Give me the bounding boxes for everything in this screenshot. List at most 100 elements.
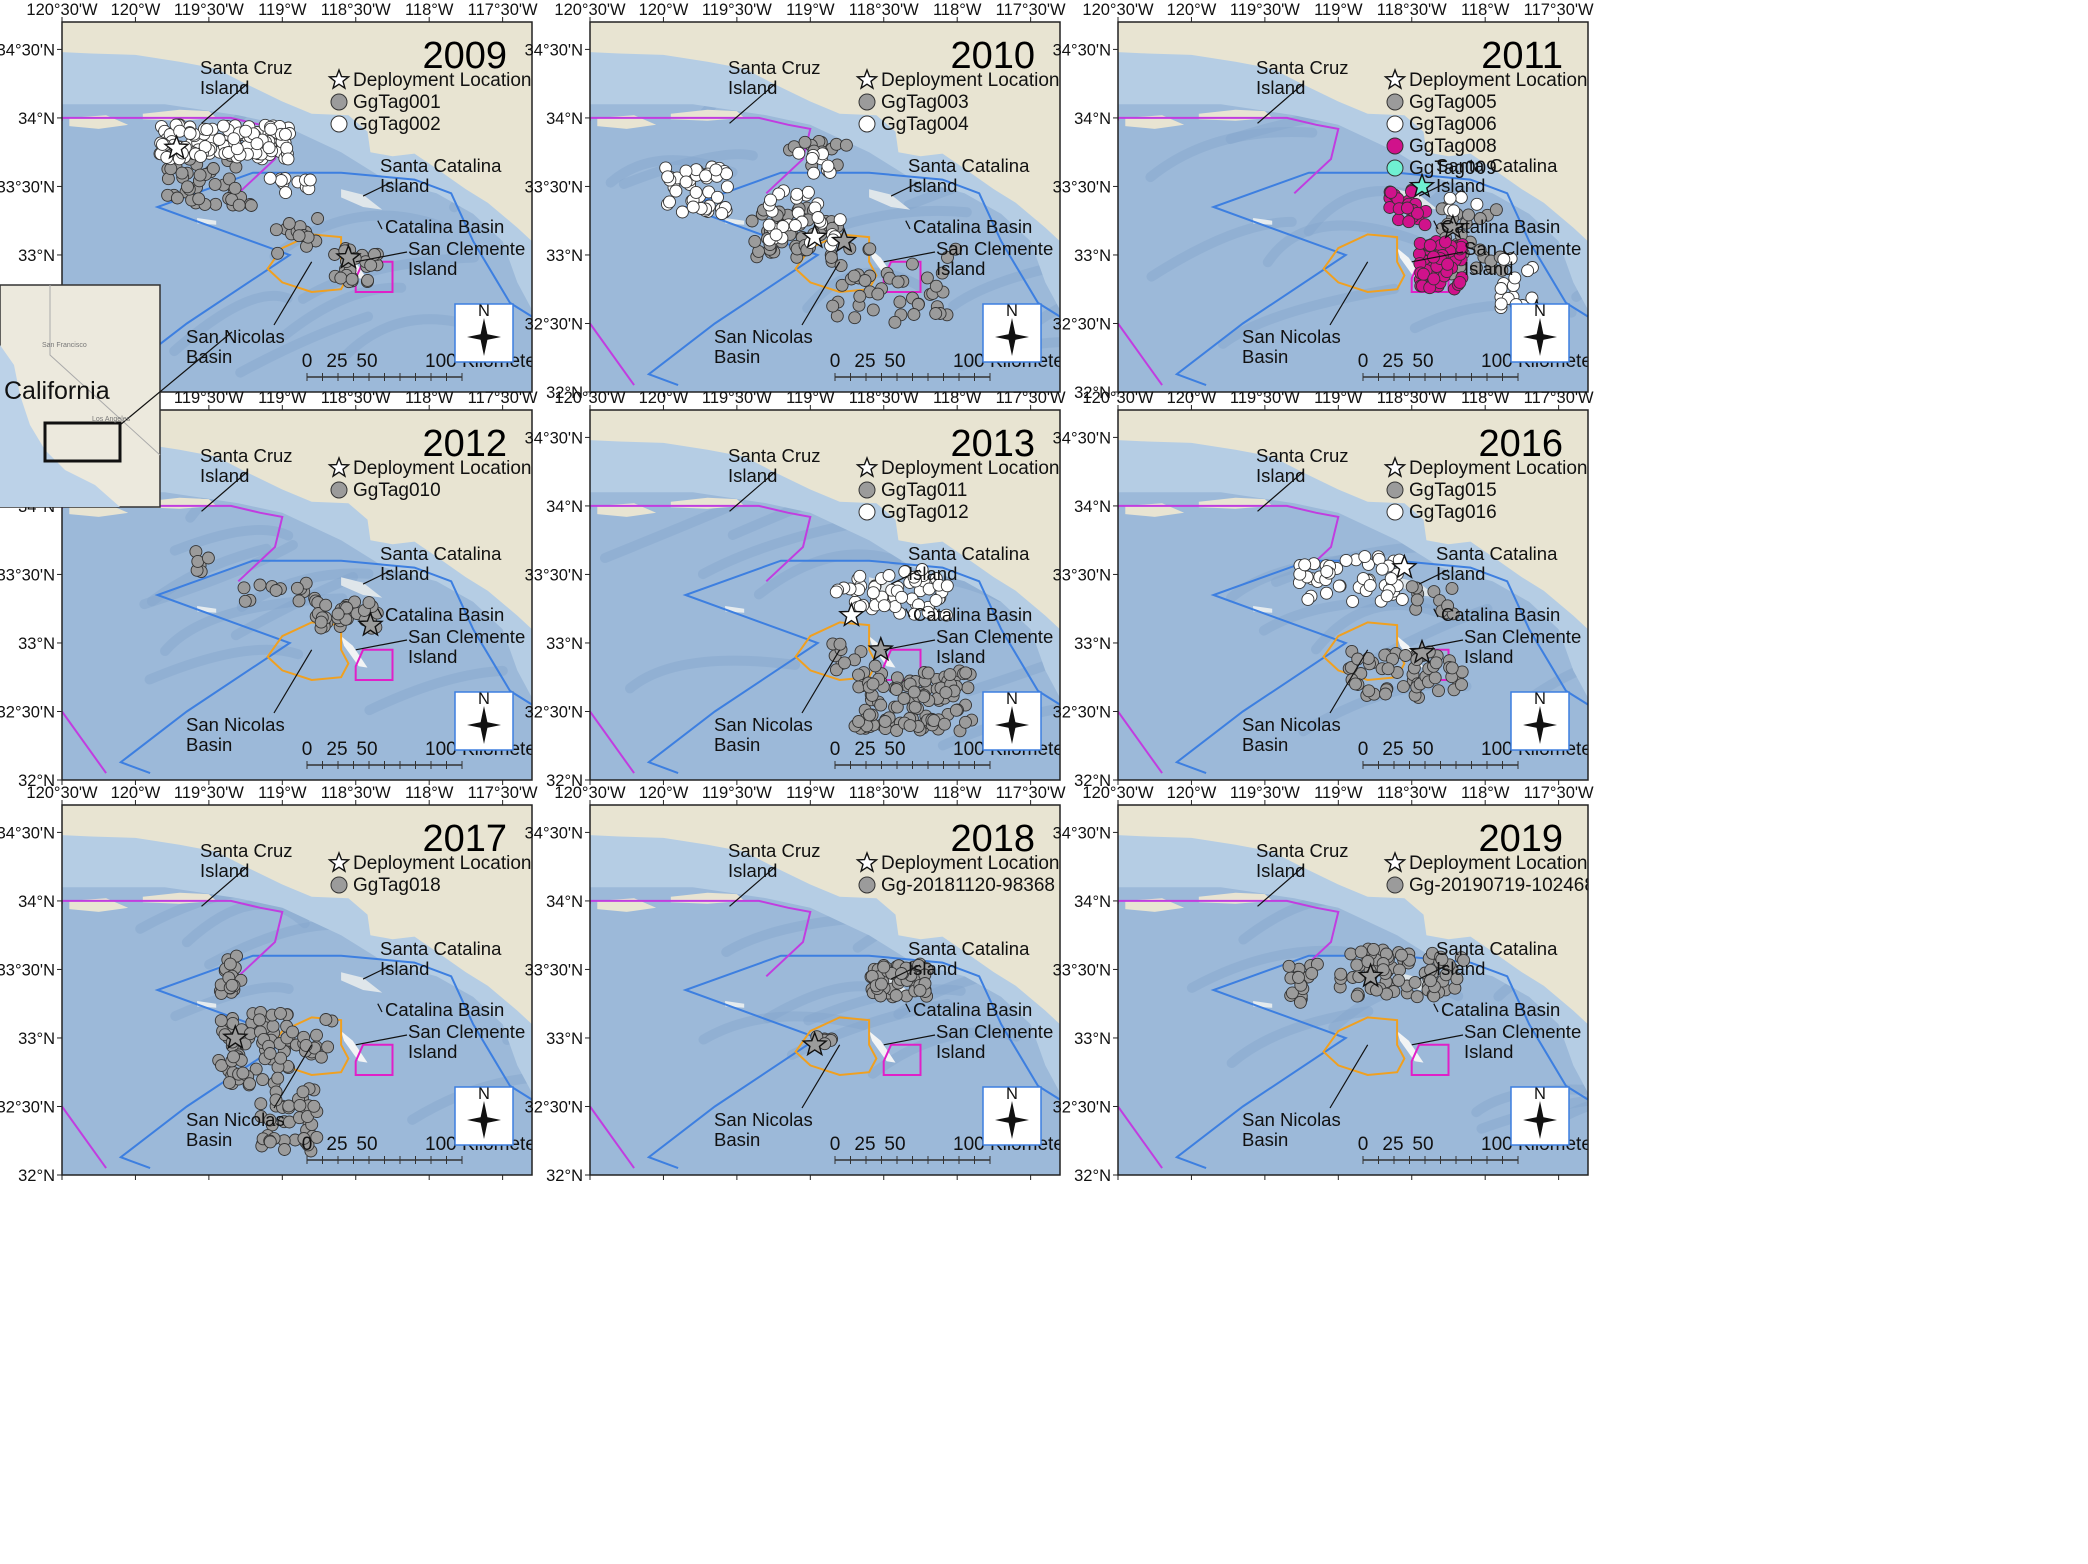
legend-tag-name: GgTag009: [1409, 158, 1497, 179]
location-point-white: [275, 125, 289, 139]
location-point-gray: [834, 643, 848, 657]
location-point-magenta: [1417, 267, 1430, 281]
legend-tag-name: Gg-20181120-98368: [881, 875, 1055, 896]
location-point-gray: [206, 162, 220, 175]
location-point-gray: [191, 554, 205, 568]
magenta-boundary-line: [1118, 116, 1340, 195]
san-nicolas-island-shape: [1253, 218, 1273, 225]
location-point-gray: [309, 234, 323, 248]
santa-cruz-label: Santa Cruz: [200, 57, 293, 78]
seafloor-ridge: [1217, 283, 1400, 349]
location-point-white: [719, 204, 733, 217]
label-leader-line: [273, 649, 313, 714]
location-point-white: [259, 135, 272, 149]
location-point-gray: [1393, 963, 1406, 977]
location-point-magenta: [1409, 197, 1422, 211]
location-point-white: [1319, 573, 1333, 587]
lon-tick-label: 118°30'W: [1377, 784, 1447, 802]
location-point-white: [221, 123, 235, 137]
location-point-gray: [264, 1033, 278, 1047]
seafloor-ridge: [853, 573, 1006, 615]
location-point-gray: [343, 264, 357, 278]
location-point-gray: [258, 1052, 272, 1066]
san-clemente-label: San Clemente: [1464, 238, 1581, 259]
legend-deployment-locations: Deployment Locations: [353, 70, 541, 91]
ocean: [1118, 410, 1588, 780]
location-point-gray: [234, 190, 248, 204]
location-point-white: [1506, 279, 1520, 293]
location-point-gray: [1427, 659, 1440, 673]
legend-tag-name: GgTag016: [1409, 502, 1497, 523]
location-point-gray: [293, 220, 307, 234]
location-point-gray: [244, 199, 258, 212]
location-point-white: [169, 118, 183, 132]
location-point-gray: [860, 719, 874, 733]
santa-catalina-label: Island: [380, 175, 429, 196]
magenta-box: [1410, 1043, 1450, 1076]
deployment-star-icon: [1408, 172, 1436, 198]
location-point-gray: [858, 274, 872, 287]
seafloor-ridge: [1355, 603, 1493, 672]
location-point-white: [791, 206, 805, 220]
location-point-gray: [1370, 983, 1383, 997]
location-point-gray: [1334, 967, 1348, 981]
lat-tick-label: 34°N: [546, 893, 583, 911]
location-point-gray: [946, 689, 960, 703]
location-point-gray: [1445, 670, 1459, 684]
location-point-white: [1386, 577, 1399, 591]
location-point-gray: [939, 686, 953, 700]
santa-catalina-island-shape: [1397, 577, 1439, 598]
location-point-gray: [1410, 653, 1424, 667]
santa-catalina-island-shape: [341, 577, 383, 598]
seafloor-ridge: [1258, 596, 1440, 636]
location-point-gray: [1411, 677, 1425, 691]
san-nicolas-island-shape: [725, 1001, 745, 1008]
location-point-gray: [895, 967, 908, 980]
location-point-white: [675, 205, 689, 219]
location-point-gray: [917, 690, 931, 704]
location-point-gray: [886, 990, 900, 1004]
location-point-gray: [320, 616, 334, 630]
label-leader-line: [890, 964, 921, 980]
location-point-white: [183, 120, 197, 134]
catalina-basin-label: Catalina Basin: [1441, 216, 1560, 237]
location-point-gray: [1432, 684, 1445, 698]
label-leader-line: [201, 83, 248, 124]
location-point-white: [1363, 578, 1377, 592]
scale-label: 0: [830, 739, 841, 760]
lat-tick-label: 34°N: [1074, 893, 1111, 911]
location-point-gray: [918, 716, 932, 730]
location-point-gray: [913, 723, 927, 737]
location-point-gray: [781, 208, 795, 222]
location-point-gray: [340, 599, 354, 612]
location-point-white: [197, 127, 211, 141]
deployment-star-icon: [1357, 962, 1384, 988]
location-point-gray: [338, 244, 352, 258]
santa-catalina-island-shape: [341, 189, 383, 210]
location-point-gray: [1373, 945, 1387, 959]
location-point-gray: [1282, 959, 1296, 973]
location-point-gray: [309, 1040, 323, 1054]
seafloor-ridge: [1521, 661, 1588, 707]
location-point-gray: [1421, 675, 1435, 689]
location-point-gray: [909, 979, 923, 993]
seafloor-ridge: [1145, 127, 1318, 183]
location-point-gray: [914, 687, 928, 700]
location-point-white: [720, 180, 734, 194]
location-point-gray: [1352, 970, 1366, 984]
scale-label: 0: [1358, 351, 1369, 372]
compass-cross-icon: [467, 333, 501, 341]
location-point-white: [701, 205, 715, 218]
seafloor-ridge: [605, 155, 738, 188]
location-point-gray: [252, 1015, 266, 1028]
location-point-gray: [1454, 228, 1468, 242]
magenta-box: [1410, 260, 1450, 293]
lat-tick-label: 33°30'N: [1053, 566, 1111, 584]
catalina-basin-label: Catalina Basin: [913, 999, 1032, 1020]
label-leader-line: [1257, 83, 1304, 124]
location-point-gray: [1380, 964, 1394, 978]
location-point-white: [814, 152, 828, 166]
location-point-gray: [959, 698, 972, 712]
location-point-gray: [263, 1134, 277, 1148]
